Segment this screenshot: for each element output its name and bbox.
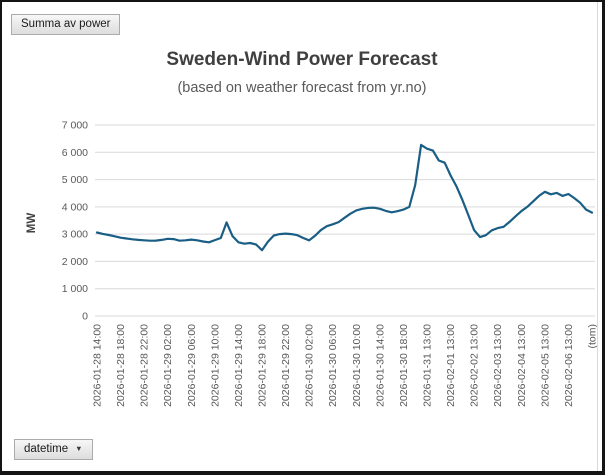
x-tick-label: 2026-02-06 13:00 [563, 324, 575, 407]
x-tick-label: 2026-01-31 13:00 [422, 324, 434, 407]
x-tick-label: 2026-01-29 22:00 [280, 324, 292, 407]
x-tick-label: 2026-01-29 10:00 [209, 324, 221, 407]
x-tick-label: 2026-01-29 02:00 [162, 324, 174, 407]
y-tick-label: 3 000 [62, 229, 88, 241]
y-tick-label: 4 000 [62, 201, 88, 213]
line-chart: 0 1 000 2 000 3 000 4 000 5 000 6 000 7 000 2026… [26, 120, 599, 407]
x-tick-label: 2026-01-28 22:00 [139, 324, 151, 407]
chart-subtitle: (based on weather forecast from yr.no) [177, 80, 427, 96]
chart-area-right-border [597, 2, 598, 471]
y-tick-label: 0 [82, 311, 88, 323]
x-tick-label: 2026-01-29 06:00 [186, 324, 198, 407]
axis-field-button[interactable]: datetime ▼ [14, 439, 93, 460]
x-tick-label: 2026-01-30 10:00 [351, 324, 363, 407]
axis-field-button-label: datetime [24, 443, 69, 455]
y-tick-label: 1 000 [62, 283, 88, 295]
x-tick-label: 2026-02-05 13:00 [539, 324, 551, 407]
x-tick-label: 2026-01-30 02:00 [304, 324, 316, 407]
x-tick-label: 2026-02-04 13:00 [516, 324, 528, 407]
x-tick-label: 2026-01-30 06:00 [327, 324, 339, 407]
x-tick-label: (tom) [587, 324, 599, 349]
x-tick-label: 2026-01-30 18:00 [398, 324, 410, 407]
x-tick-label: 2026-01-29 14:00 [233, 324, 245, 407]
x-tick-label: 2026-02-03 13:00 [492, 324, 504, 407]
y-tick-label: 7 000 [62, 120, 88, 132]
forecast-line [95, 143, 594, 252]
dropdown-arrow-icon: ▼ [75, 444, 83, 454]
x-tick-label: 2026-02-01 13:00 [445, 324, 457, 407]
y-tick-label: 2 000 [62, 256, 88, 268]
y-axis-title: MW [26, 213, 38, 234]
x-tick-label: 2026-01-28 18:00 [115, 324, 127, 407]
x-tick-label: 2026-01-30 14:00 [374, 324, 386, 407]
x-tick-label: 2026-02-02 13:00 [469, 324, 481, 407]
y-tick-label: 6 000 [62, 147, 88, 159]
x-tick-label: 2026-01-29 18:00 [257, 324, 269, 407]
y-tick-label: 5 000 [62, 174, 88, 186]
chart-title: Sweden-Wind Power Forecast [166, 49, 438, 70]
value-field-button[interactable]: Summa av power [11, 14, 121, 35]
x-tick-label: 2026-01-28 14:00 [92, 324, 104, 407]
value-field-button-label: Summa av power [21, 18, 111, 30]
